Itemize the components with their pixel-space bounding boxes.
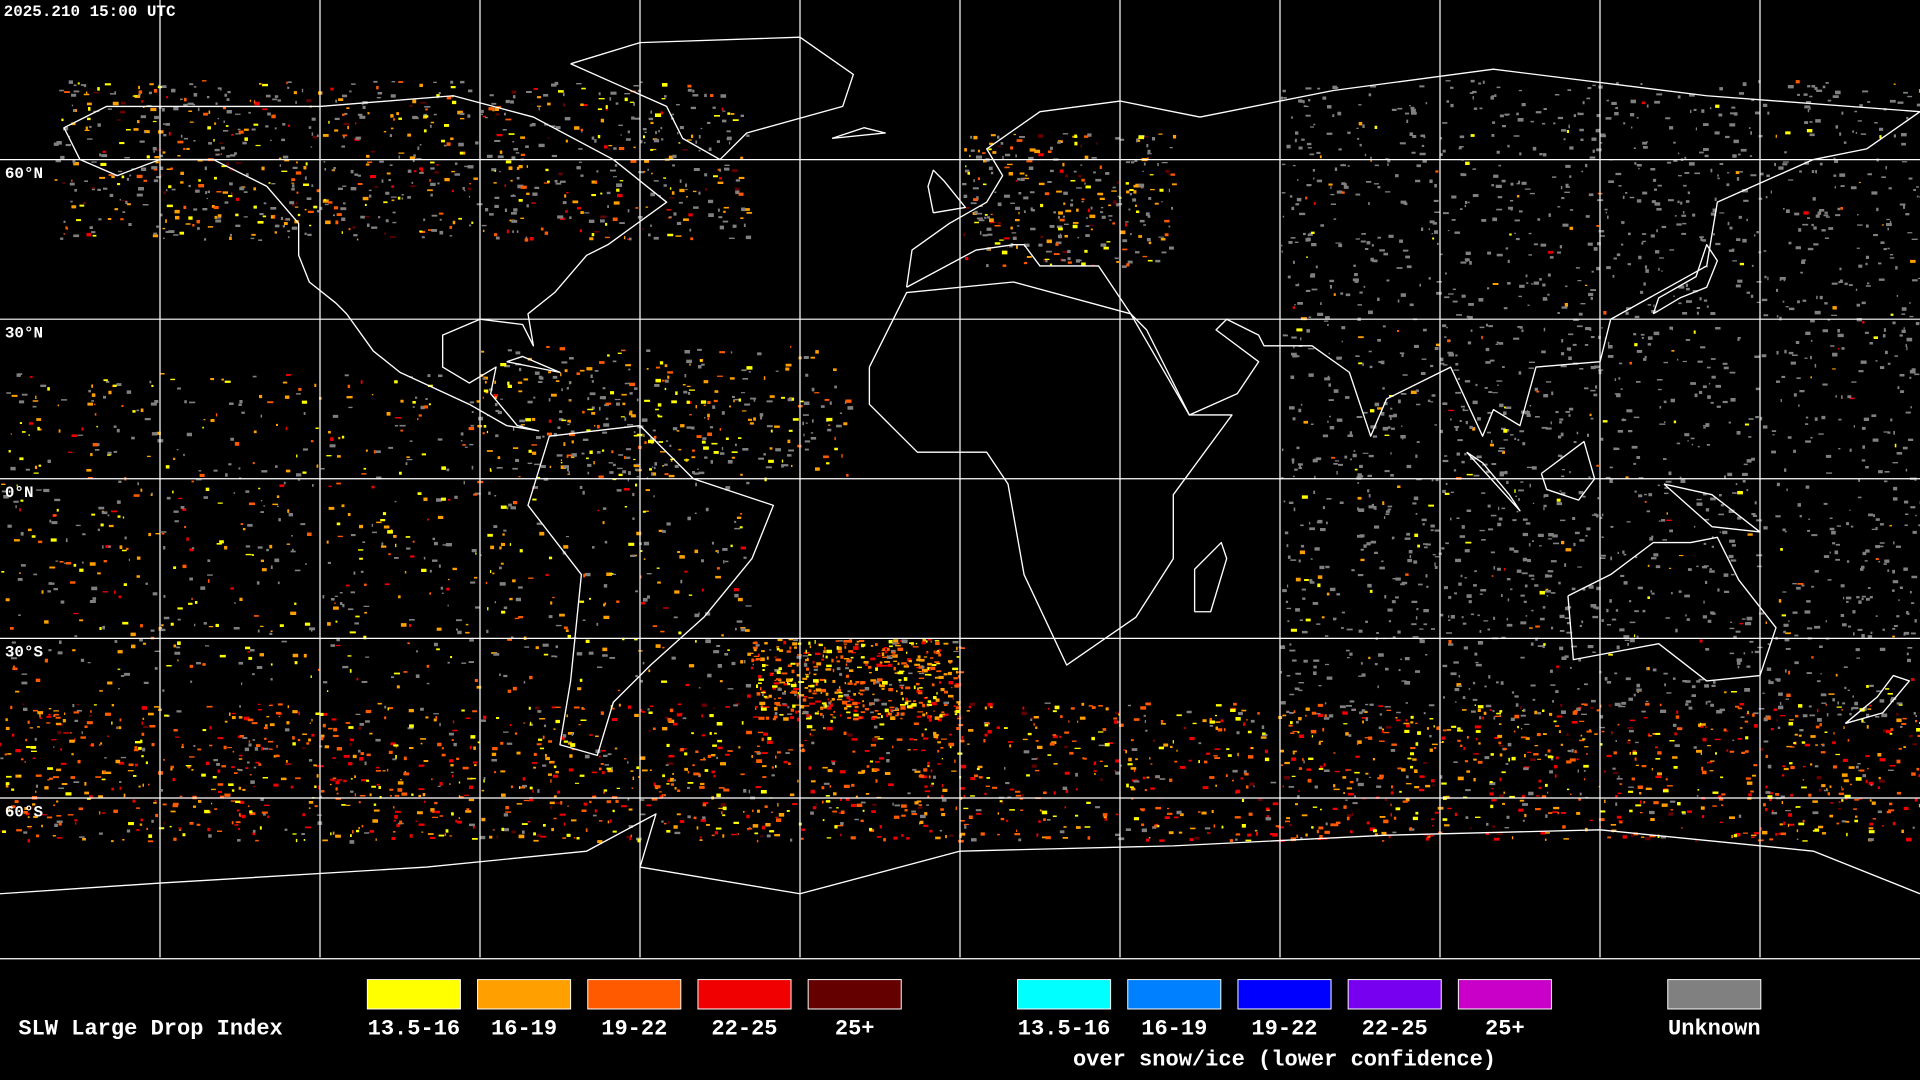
legend-swatch — [697, 979, 792, 1010]
coastline — [1466, 451, 1521, 512]
legend-label: 22-25 — [711, 1017, 777, 1042]
legend-label: 19-22 — [601, 1017, 667, 1042]
coastline — [868, 281, 1233, 666]
coastline — [506, 355, 561, 374]
legend-label: 25+ — [835, 1017, 875, 1042]
legend-swatch — [1237, 979, 1332, 1010]
snow-ice-note: over snow/ice (lower confidence) — [1073, 1047, 1496, 1072]
legend-swatch — [587, 979, 682, 1010]
coastline — [1193, 541, 1228, 613]
coastline — [1567, 536, 1777, 682]
legend-swatch — [1667, 979, 1762, 1010]
legend-label: Unknown — [1668, 1017, 1761, 1042]
latitude-label: 30°S — [5, 644, 44, 662]
latitude-label: 0°N — [5, 484, 34, 502]
graticule: 60°N 30°N 0°N 30°S 60°S — [0, 0, 1920, 958]
coastline — [570, 36, 855, 161]
coastline — [1652, 243, 1719, 315]
legend-swatch — [1017, 979, 1112, 1010]
coastline — [831, 127, 886, 140]
legend-swatch — [1457, 979, 1552, 1010]
legend-label: 16-19 — [1141, 1017, 1207, 1042]
coastline — [527, 424, 775, 757]
latitude-label: 60°N — [5, 165, 43, 183]
legend-label: 13.5-16 — [368, 1017, 461, 1042]
coastline — [1844, 674, 1911, 725]
legend: 13.5-16 16-19 19-22 22-25 25+ 13.5-16 16-19 19-… — [366, 979, 1762, 1042]
legend-swatch — [1347, 979, 1442, 1010]
legend-swatch — [807, 979, 902, 1010]
latitude-label: 60°S — [5, 803, 44, 821]
legend-label: 19-22 — [1251, 1017, 1317, 1042]
timestamp: 2025.210 15:00 UTC — [4, 3, 176, 21]
legend-title: SLW Large Drop Index — [18, 1017, 282, 1042]
legend-label: 16-19 — [491, 1017, 557, 1042]
legend-swatch — [477, 979, 572, 1010]
legend-label: 25+ — [1485, 1017, 1525, 1042]
legend-label: 22-25 — [1362, 1017, 1428, 1042]
legend-label: 13.5-16 — [1018, 1017, 1111, 1042]
legend-swatch — [1127, 979, 1222, 1010]
coastline — [905, 68, 1920, 437]
latitude-label: 30°N — [5, 325, 43, 343]
coastline — [1540, 440, 1596, 501]
legend-swatch — [366, 979, 461, 1010]
